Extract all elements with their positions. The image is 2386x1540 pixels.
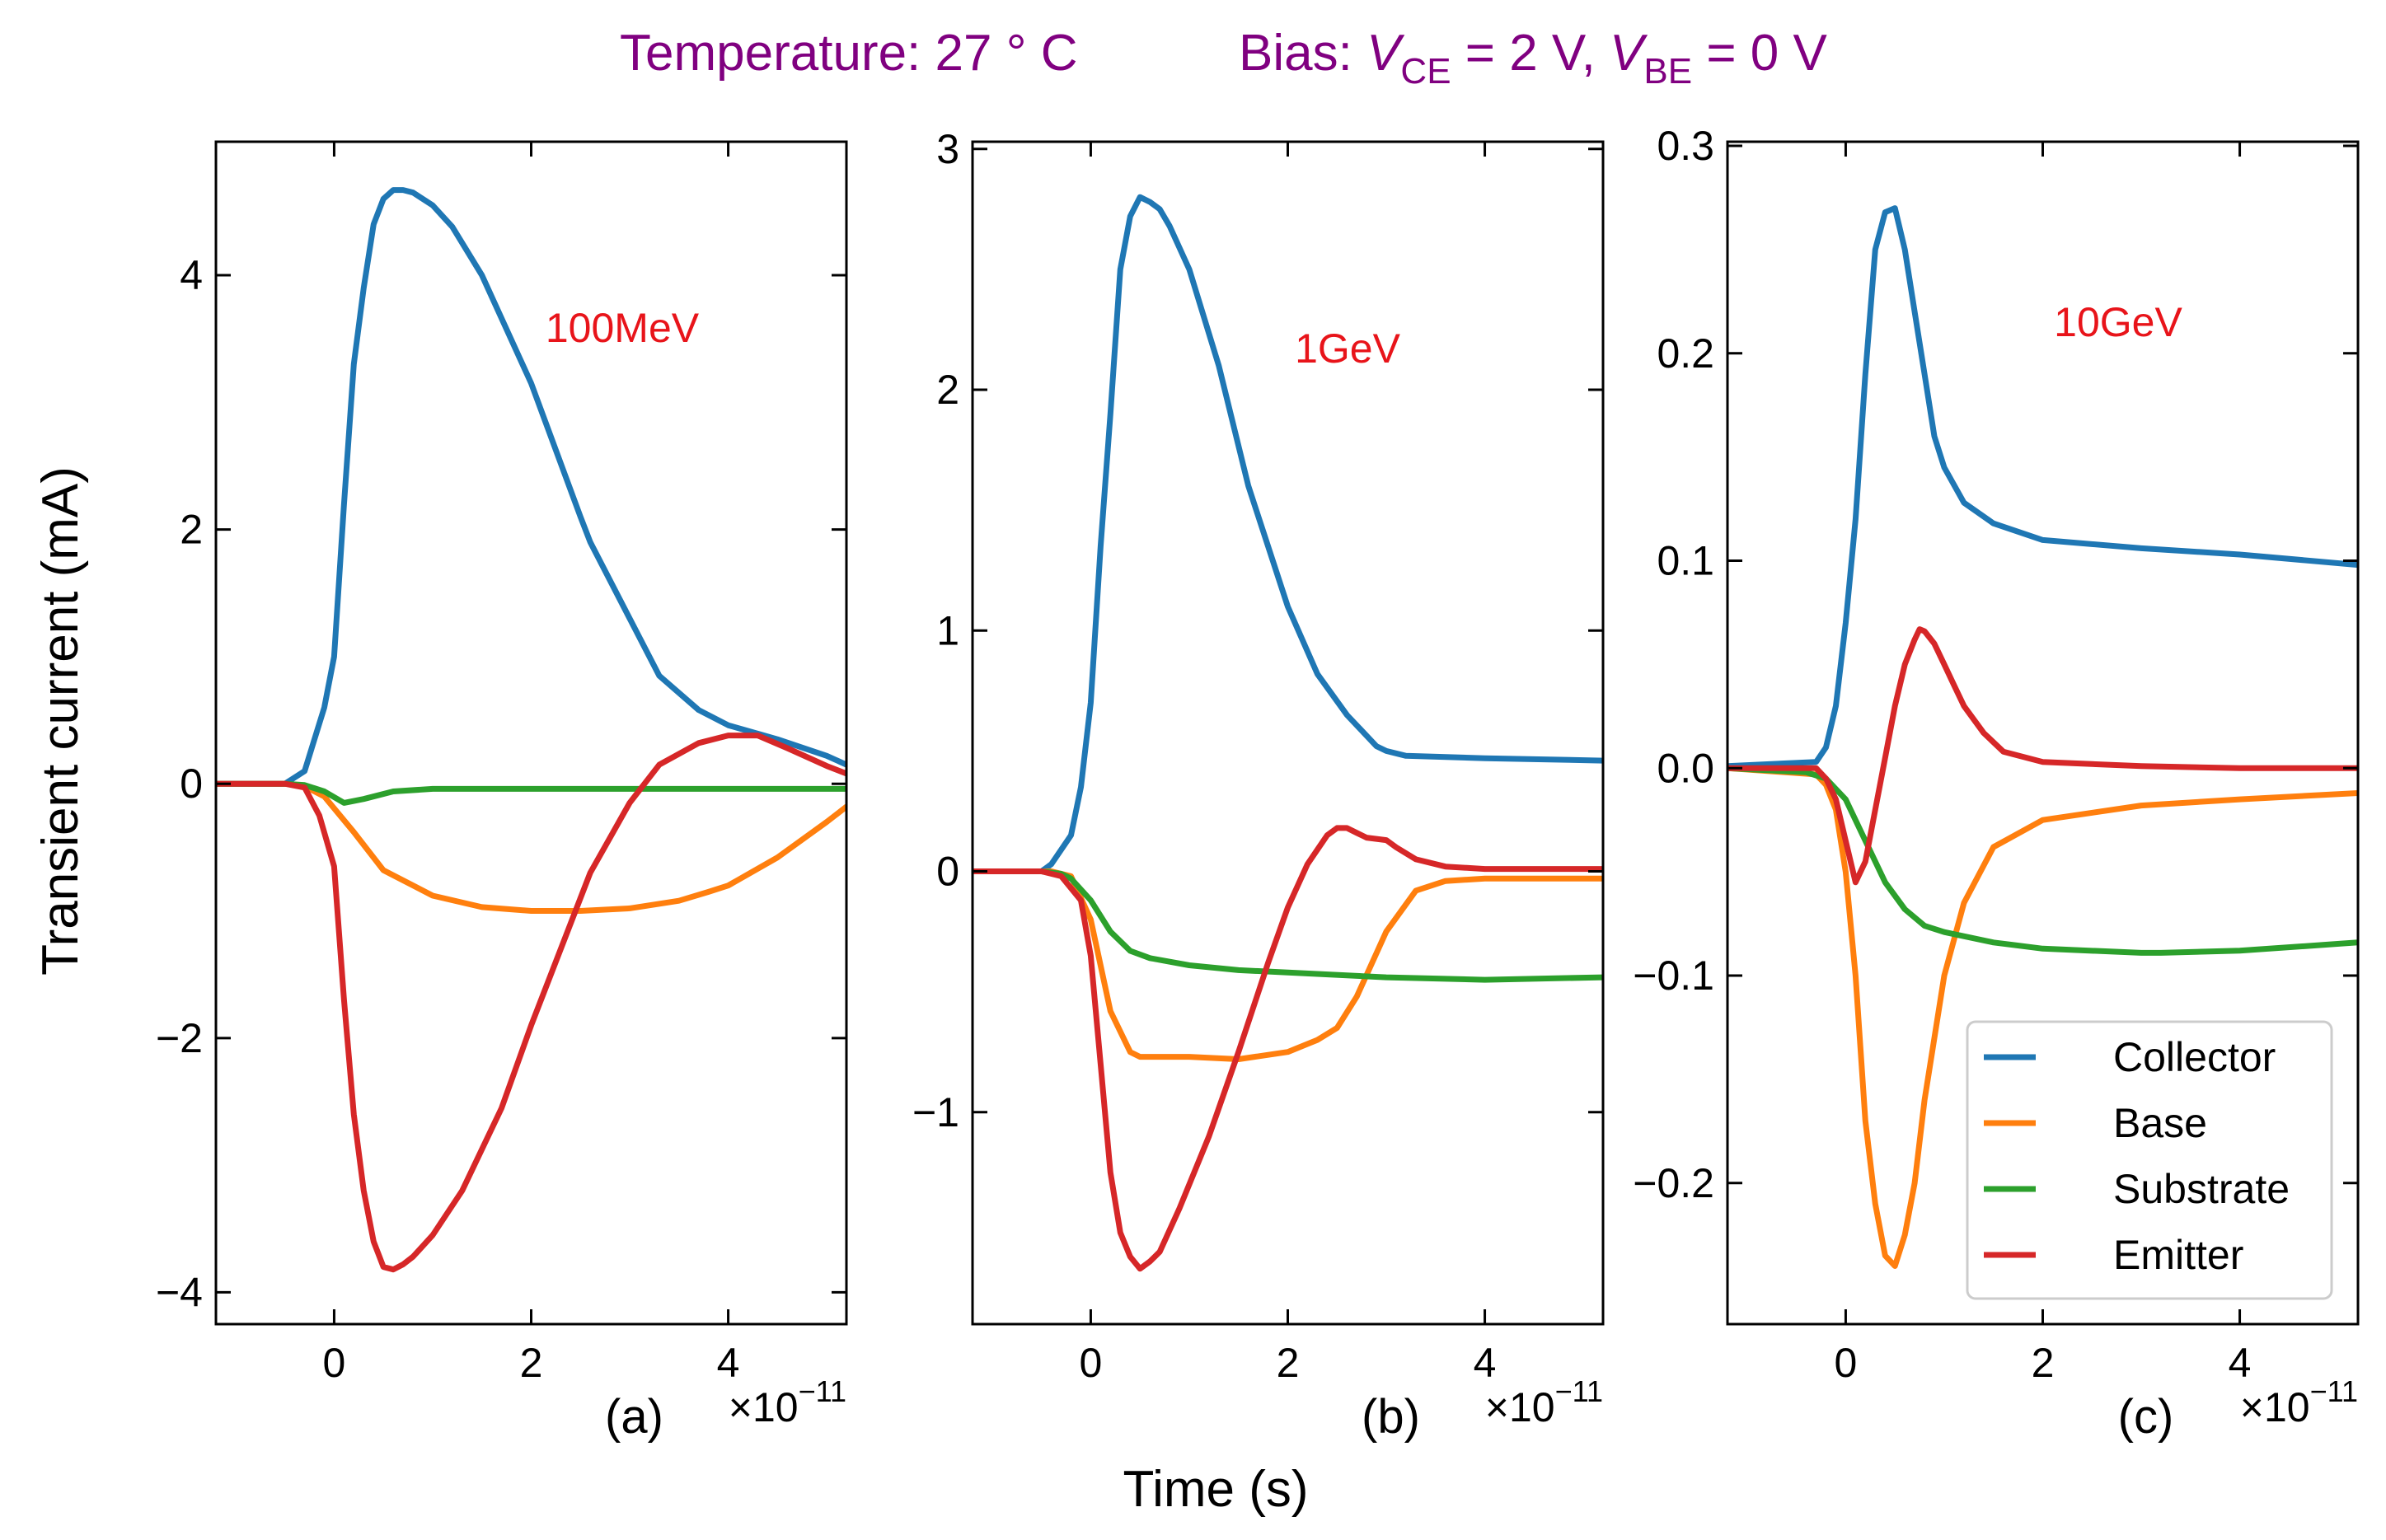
x-tick-label: 2 bbox=[2032, 1340, 2055, 1386]
x-axis-label: Time (s) bbox=[1123, 1461, 1309, 1518]
series-line-collector bbox=[1727, 205, 2358, 770]
series-line-base bbox=[1727, 765, 2358, 1269]
offset-base: ×10 bbox=[1485, 1384, 1555, 1430]
energy-annotation: 100MeV bbox=[546, 305, 700, 351]
energy-annotation: 10GeV bbox=[2054, 299, 2182, 345]
series-group bbox=[973, 194, 1603, 1272]
vce-value: = 2 V, bbox=[1451, 25, 1610, 82]
x-tick-label: 2 bbox=[520, 1340, 543, 1386]
energy-annotation: 1GeV bbox=[1295, 325, 1401, 372]
legend: Collector Base Substrate Emitter bbox=[1966, 1020, 2333, 1300]
vbe-subscript: BE bbox=[1643, 51, 1692, 91]
y-tick-label: 0 bbox=[180, 761, 203, 807]
offset-base: ×10 bbox=[729, 1384, 799, 1430]
x-tick-label: 4 bbox=[2229, 1340, 2252, 1386]
y-axis-label: Transient current (mA) bbox=[32, 466, 89, 976]
x-tick-label: 0 bbox=[1080, 1340, 1103, 1386]
y-tick-label: 2 bbox=[180, 507, 203, 553]
y-tick-label: 3 bbox=[936, 126, 959, 172]
legend-label-collector: Collector bbox=[2113, 1034, 2276, 1080]
y-tick-label: −0.1 bbox=[1633, 953, 1714, 999]
x-offset-label: ×10−11 bbox=[2240, 1374, 2358, 1430]
vbe-symbol: V bbox=[1610, 25, 1648, 82]
series-line-emitter bbox=[973, 825, 1603, 1272]
series-line-base bbox=[973, 868, 1603, 1062]
y-tick-label: 4 bbox=[180, 252, 203, 298]
series-line-substrate bbox=[1727, 765, 2358, 956]
x-offset-label: ×10−11 bbox=[729, 1374, 846, 1430]
series-group bbox=[216, 187, 846, 1273]
panel-label: (a) bbox=[605, 1390, 663, 1444]
x-tick-label: 2 bbox=[1277, 1340, 1300, 1386]
vce-symbol: V bbox=[1366, 25, 1405, 82]
x-tick-label: 4 bbox=[1474, 1340, 1497, 1386]
legend-label-substrate: Substrate bbox=[2113, 1166, 2290, 1212]
panel-2: 0 2 4 −1 0 1 2 3 ×10−11 (b) 1GeV bbox=[912, 126, 1605, 1444]
legend-label-emitter: Emitter bbox=[2113, 1232, 2243, 1278]
vbe-value: = 0 V bbox=[1692, 25, 1827, 82]
y-tick-label: −4 bbox=[156, 1269, 203, 1315]
y-tick-label: 0.2 bbox=[1657, 330, 1714, 377]
offset-exponent: −11 bbox=[1555, 1374, 1603, 1408]
x-tick-label: 4 bbox=[717, 1340, 740, 1386]
offset-exponent: −11 bbox=[2310, 1374, 2358, 1408]
legend-label-base: Base bbox=[2113, 1100, 2207, 1146]
bias-prefix: Bias: bbox=[1239, 25, 1366, 82]
y-tick-label: 2 bbox=[936, 367, 959, 413]
series-line-collector bbox=[973, 194, 1603, 874]
x-tick-label: 0 bbox=[1835, 1340, 1858, 1386]
legend-frame bbox=[1966, 1020, 2333, 1300]
header-temperature: Temperature: 27 ° C bbox=[620, 25, 1078, 82]
series-line-collector bbox=[216, 187, 846, 787]
x-offset-label: ×10−11 bbox=[1485, 1374, 1603, 1430]
y-tick-label: −2 bbox=[156, 1015, 203, 1061]
y-tick-label: 0 bbox=[936, 849, 959, 895]
series-line-emitter bbox=[1727, 626, 2358, 886]
header-bias: Bias: VCE = 2 V, VBE = 0 V bbox=[1239, 25, 1827, 91]
plot-frame bbox=[971, 140, 1605, 1326]
y-tick-label: 0.1 bbox=[1657, 538, 1714, 584]
panel-label: (b) bbox=[1362, 1390, 1420, 1444]
y-tick-label: 0.0 bbox=[1657, 745, 1714, 791]
y-tick-label: −1 bbox=[912, 1089, 959, 1135]
offset-exponent: −11 bbox=[799, 1374, 846, 1408]
series-group bbox=[1727, 205, 2358, 1269]
panel-label: (c) bbox=[2118, 1390, 2174, 1444]
offset-base: ×10 bbox=[2240, 1384, 2310, 1430]
x-tick-label: 0 bbox=[323, 1340, 346, 1386]
series-line-emitter bbox=[216, 733, 846, 1273]
panel-3: 0 2 4 −0.2 −0.1 0.0 0.1 0.2 0.3 ×10−11 (c) 10GeV bbox=[1633, 123, 2360, 1444]
vce-subscript: CE bbox=[1400, 51, 1451, 91]
y-tick-label: 0.3 bbox=[1657, 123, 1714, 169]
y-tick-label: −0.2 bbox=[1633, 1160, 1714, 1206]
y-tick-label: 1 bbox=[936, 607, 959, 653]
series-line-base bbox=[216, 780, 846, 914]
